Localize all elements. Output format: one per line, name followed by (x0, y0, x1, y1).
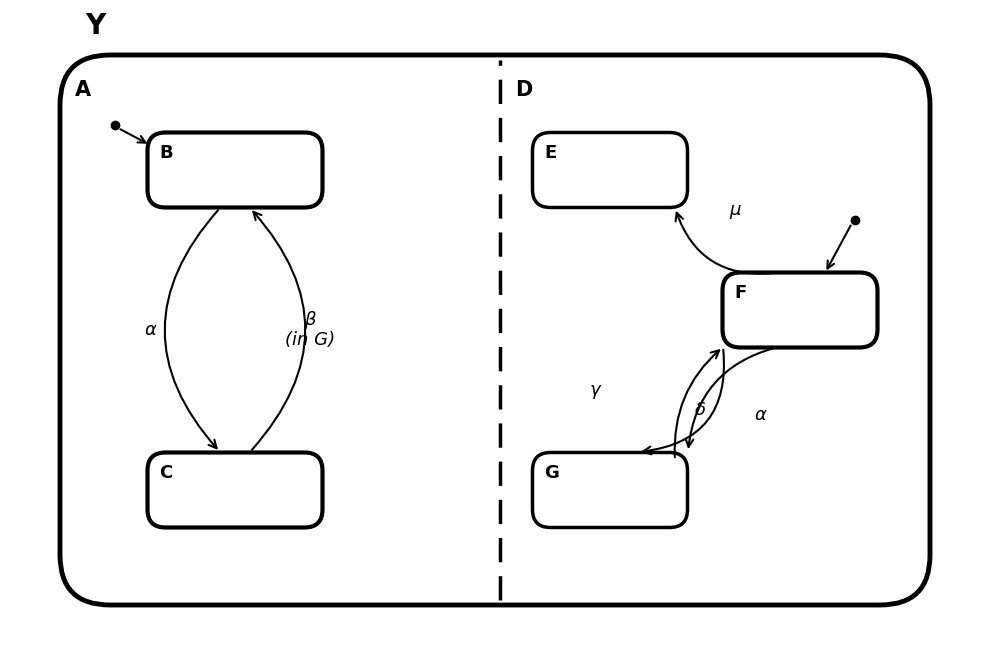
Text: D: D (515, 80, 532, 100)
Text: G: G (544, 464, 559, 482)
Text: A: A (75, 80, 91, 100)
Text: C: C (160, 464, 173, 482)
Text: δ: δ (694, 401, 706, 419)
Text: E: E (544, 144, 557, 163)
Text: Y: Y (85, 12, 105, 40)
Text: B: B (160, 144, 173, 163)
FancyBboxPatch shape (722, 272, 878, 348)
Text: μ: μ (729, 201, 741, 219)
FancyBboxPatch shape (148, 453, 322, 528)
Text: β
(in G): β (in G) (285, 311, 335, 350)
Text: F: F (734, 284, 747, 303)
FancyBboxPatch shape (532, 132, 687, 208)
FancyBboxPatch shape (60, 55, 930, 605)
FancyBboxPatch shape (532, 453, 687, 528)
Text: α: α (144, 321, 156, 339)
FancyBboxPatch shape (148, 132, 322, 208)
Text: α: α (754, 406, 766, 424)
Text: γ: γ (590, 381, 600, 399)
